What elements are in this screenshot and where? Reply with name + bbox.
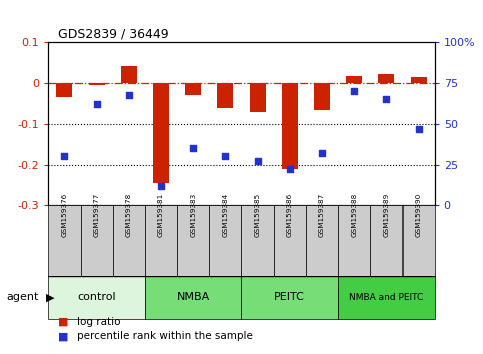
Point — [189, 145, 197, 151]
Bar — [185, 83, 201, 96]
Text: GSM159378: GSM159378 — [126, 193, 132, 237]
Point — [125, 92, 133, 97]
Text: GSM159384: GSM159384 — [222, 193, 228, 237]
Point — [157, 183, 165, 189]
Bar — [338, 276, 435, 319]
Text: GSM159385: GSM159385 — [255, 193, 261, 237]
Text: agent: agent — [6, 292, 39, 302]
Bar — [306, 205, 338, 276]
Text: GSM159377: GSM159377 — [94, 193, 99, 237]
Point — [350, 88, 358, 94]
Bar — [411, 77, 426, 83]
Text: GSM159386: GSM159386 — [287, 193, 293, 237]
Text: GSM159376: GSM159376 — [61, 193, 68, 237]
Point — [254, 159, 261, 164]
Text: ■: ■ — [58, 317, 69, 327]
Text: control: control — [77, 292, 116, 302]
Bar — [153, 83, 169, 183]
Bar — [48, 205, 81, 276]
Point — [60, 154, 68, 159]
Text: GSM159387: GSM159387 — [319, 193, 325, 237]
Text: log ratio: log ratio — [77, 317, 121, 327]
Text: GSM159383: GSM159383 — [190, 193, 196, 237]
Bar — [113, 205, 145, 276]
Text: ■: ■ — [58, 331, 69, 341]
Bar — [314, 83, 330, 110]
Bar — [145, 276, 242, 319]
Point — [318, 150, 326, 156]
Point — [383, 97, 390, 102]
Bar — [402, 205, 435, 276]
Bar — [242, 276, 338, 319]
Bar — [250, 83, 266, 112]
Point — [286, 167, 294, 172]
Bar — [88, 83, 105, 85]
Point — [93, 102, 100, 107]
Bar — [338, 205, 370, 276]
Bar — [209, 205, 242, 276]
Bar — [378, 74, 395, 83]
Bar — [145, 205, 177, 276]
Bar — [121, 66, 137, 83]
Point — [222, 154, 229, 159]
Bar — [217, 83, 233, 108]
Bar — [177, 205, 209, 276]
Text: PEITC: PEITC — [274, 292, 305, 302]
Text: percentile rank within the sample: percentile rank within the sample — [77, 331, 253, 341]
Bar — [274, 205, 306, 276]
Bar — [57, 83, 72, 97]
Bar — [370, 205, 402, 276]
Bar — [346, 76, 362, 83]
Bar — [48, 276, 145, 319]
Text: GSM159381: GSM159381 — [158, 193, 164, 237]
Text: GSM159389: GSM159389 — [384, 193, 389, 237]
Bar — [282, 83, 298, 169]
Text: GDS2839 / 36449: GDS2839 / 36449 — [58, 28, 169, 41]
Point — [415, 126, 423, 132]
Bar — [81, 205, 113, 276]
Text: GSM159390: GSM159390 — [415, 193, 422, 237]
Text: ▶: ▶ — [46, 292, 55, 302]
Bar — [242, 205, 274, 276]
Text: GSM159388: GSM159388 — [351, 193, 357, 237]
Text: NMBA and PEITC: NMBA and PEITC — [349, 293, 424, 302]
Text: NMBA: NMBA — [177, 292, 210, 302]
